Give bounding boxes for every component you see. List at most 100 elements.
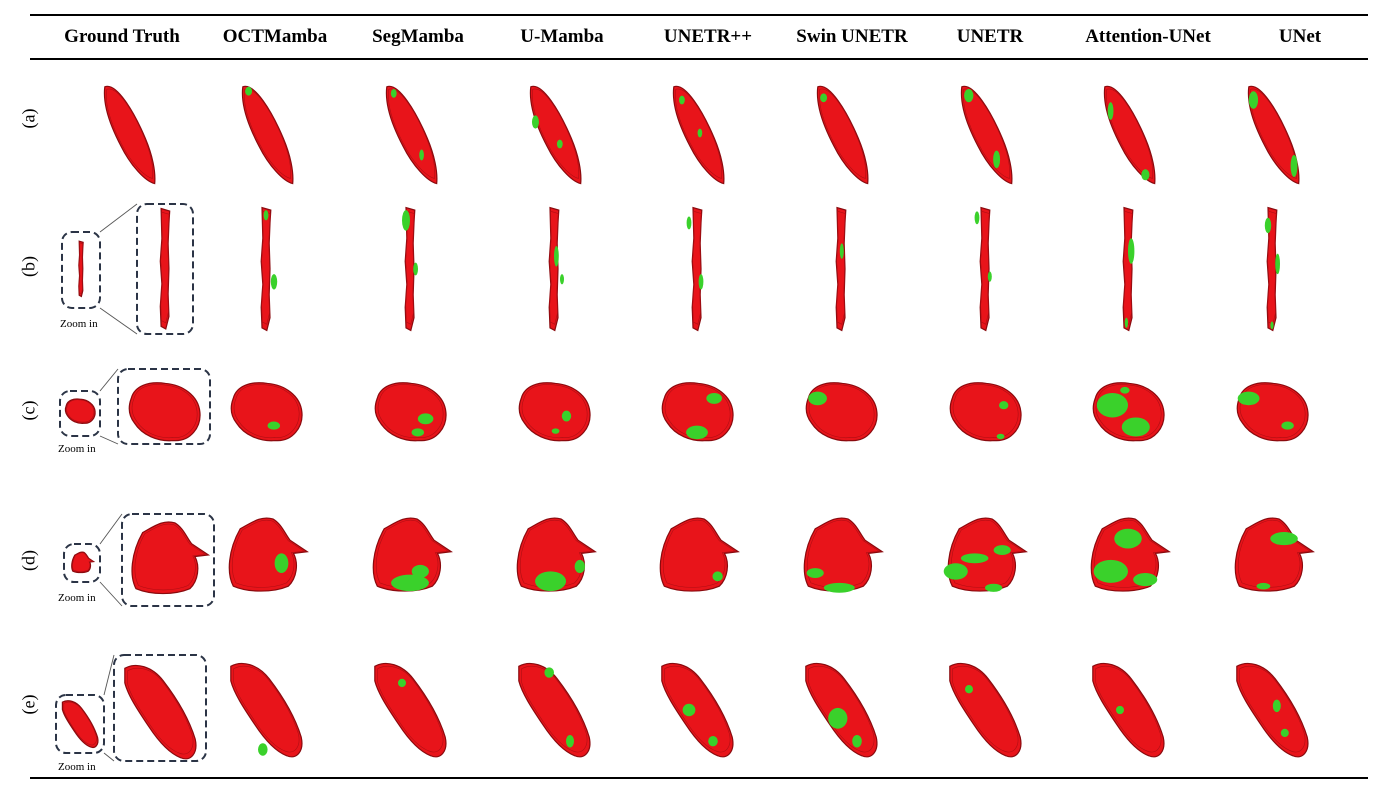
- error-region: [985, 583, 1003, 592]
- zoom-connector-c: [99, 368, 119, 392]
- render-a-8: [1248, 86, 1298, 183]
- ground-truth-volume: [519, 383, 590, 441]
- ground-truth-volume: [1248, 86, 1298, 183]
- error-region: [708, 736, 718, 747]
- render-b-7: [1123, 208, 1135, 331]
- error-region: [556, 139, 563, 149]
- render-b-5: [836, 208, 846, 331]
- render-c-3: [519, 383, 590, 441]
- volume-shading: [106, 89, 152, 178]
- volume-shading: [1238, 520, 1310, 587]
- zoom-connector-e: [103, 752, 115, 762]
- render-b-4: [686, 208, 704, 331]
- volume-shading: [232, 520, 304, 587]
- render-e-gt-small: [62, 701, 98, 748]
- ground-truth-volume: [62, 701, 98, 748]
- error-region: [993, 150, 1001, 169]
- error-region: [531, 115, 539, 129]
- volume-shading: [809, 384, 874, 437]
- render-d-5: [804, 518, 882, 593]
- render-a-7: [1104, 86, 1154, 183]
- zoom-frame-large-b: [136, 203, 194, 335]
- error-region: [1128, 238, 1135, 264]
- zoom-connector-d: [99, 581, 123, 607]
- render-b-2: [402, 208, 418, 331]
- header-rule: [30, 58, 1368, 60]
- volume-shading: [522, 666, 587, 752]
- error-region: [960, 553, 989, 564]
- error-region: [964, 89, 974, 103]
- render-c-4: [662, 383, 733, 441]
- col-header-ground-truth: Ground Truth: [64, 26, 180, 47]
- zoom-frame-small-e: [55, 694, 105, 754]
- zoom-connector-d: [99, 513, 123, 545]
- render-c-8: [1237, 383, 1308, 441]
- ground-truth-volume: [129, 383, 200, 441]
- error-region: [686, 216, 692, 230]
- render-a-6: [961, 86, 1011, 183]
- render-c-gt-large: [129, 383, 200, 441]
- volume-shading: [675, 89, 721, 178]
- zoom-frame-small-b: [61, 231, 101, 309]
- col-header-unet: UNet: [1278, 26, 1322, 47]
- volume-shading: [128, 668, 193, 754]
- error-region: [1107, 102, 1114, 120]
- ground-truth-volume: [373, 518, 451, 591]
- error-region: [1256, 582, 1271, 590]
- error-region: [1237, 391, 1260, 406]
- top-rule: [30, 14, 1368, 16]
- error-region: [686, 425, 708, 440]
- error-region: [1116, 705, 1124, 715]
- render-a-4: [673, 86, 723, 183]
- error-region: [1121, 417, 1150, 437]
- error-region: [411, 564, 429, 578]
- col-header-unetr-plus: UNETR++: [663, 26, 753, 47]
- volume-shading: [376, 520, 448, 587]
- error-region: [419, 149, 424, 161]
- ground-truth-volume: [242, 86, 292, 183]
- volume-shading: [951, 520, 1023, 587]
- volume-shading: [262, 211, 271, 324]
- render-c-1: [231, 383, 302, 441]
- volume-shading: [132, 384, 197, 437]
- bottom-rule: [30, 777, 1368, 779]
- error-region: [1270, 321, 1274, 330]
- error-region: [852, 734, 862, 748]
- error-region: [1141, 169, 1150, 181]
- render-b-6: [974, 208, 992, 331]
- col-header-unetr: UNETR: [956, 26, 1024, 47]
- volume-shading: [981, 211, 990, 324]
- ground-truth-volume: [375, 664, 446, 757]
- volume-shading: [388, 89, 434, 178]
- error-region: [390, 89, 397, 98]
- error-region: [417, 413, 434, 425]
- ground-truth-volume: [229, 518, 307, 591]
- error-region: [1270, 532, 1298, 546]
- render-a-1: [242, 86, 292, 183]
- render-d-2: [373, 518, 451, 591]
- volume-shading: [953, 666, 1018, 752]
- volume-shading: [819, 89, 865, 178]
- error-region: [806, 568, 824, 578]
- col-header-segmamba: SegMamba: [372, 26, 464, 47]
- error-region: [823, 582, 855, 593]
- render-d-8: [1235, 518, 1313, 591]
- error-region: [965, 685, 973, 694]
- ground-truth-volume: [1104, 86, 1154, 183]
- zoom-connector-c: [99, 435, 119, 445]
- ground-truth-volume: [660, 518, 738, 591]
- error-region: [1114, 528, 1142, 549]
- render-e-5: [806, 664, 877, 757]
- volume-shading: [550, 211, 559, 324]
- ground-truth-volume: [804, 518, 882, 591]
- ground-truth-volume: [125, 666, 196, 759]
- error-region: [996, 433, 1005, 440]
- error-region: [839, 243, 844, 259]
- ground-truth-volume: [519, 664, 590, 757]
- error-region: [267, 421, 281, 430]
- ground-truth-volume: [104, 86, 154, 183]
- error-region: [706, 392, 722, 404]
- render-e-8: [1237, 664, 1308, 757]
- volume-shading: [665, 384, 730, 437]
